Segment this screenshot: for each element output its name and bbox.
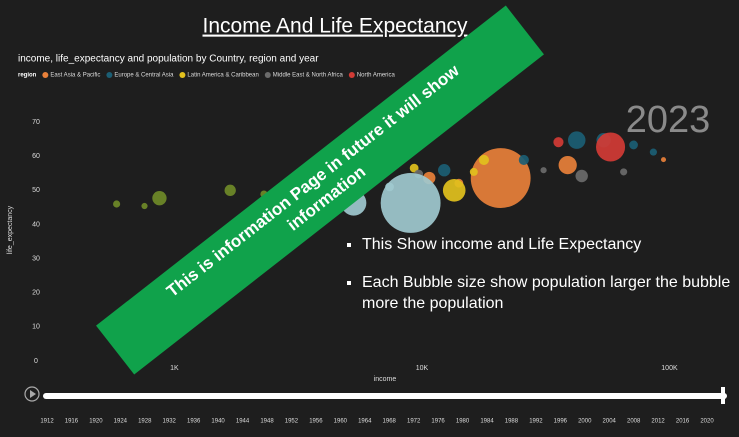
x-axis-label: income	[374, 376, 397, 383]
bubble	[380, 173, 441, 233]
y-tick-label: 70	[32, 119, 40, 126]
bubble	[518, 154, 529, 166]
timeline-year: 1972	[407, 419, 421, 425]
bubble	[442, 179, 466, 202]
bubble	[478, 154, 489, 166]
bubble	[558, 155, 577, 175]
y-tick-label: 50	[32, 187, 40, 194]
slider-handle[interactable]	[721, 387, 725, 404]
year-label: 2023	[626, 99, 711, 141]
timeline-year: 2000	[578, 419, 592, 425]
play-button[interactable]	[24, 386, 40, 402]
timeline-year: 1956	[309, 419, 323, 425]
bullet: This Show income and Life Expectancy	[362, 234, 739, 256]
x-tick-label: 1K	[170, 365, 179, 372]
timeline-year: 1936	[187, 419, 201, 425]
bubble	[540, 167, 547, 174]
page-title: Income And Life Expectancy	[203, 15, 468, 38]
timeline-year: 1912	[40, 419, 54, 425]
timeline-year: 1968	[383, 419, 397, 425]
legend-label: Latin America & Caribbean	[187, 73, 258, 79]
timeline-year: 1988	[505, 419, 519, 425]
timeline-year: 1960	[334, 419, 348, 425]
timeline-year: 1952	[285, 419, 299, 425]
legend-marker	[179, 72, 186, 78]
bubble	[596, 132, 626, 162]
bubble	[385, 182, 394, 192]
timeline-year: 2012	[651, 419, 665, 425]
play-icon	[30, 390, 36, 398]
timeline-year: 1928	[138, 419, 152, 425]
y-axis-label: life_expectancy	[7, 205, 14, 254]
timeline-year: 1964	[358, 419, 372, 425]
y-tick-label: 30	[32, 255, 40, 262]
timeline-year: 2020	[700, 419, 714, 425]
timeline-year: 1976	[431, 419, 445, 425]
timeline-year: 2016	[676, 419, 690, 425]
bubble	[620, 168, 628, 176]
timeline-year: 2004	[603, 419, 617, 425]
timeline-year: 1948	[260, 419, 274, 425]
bubble	[553, 137, 564, 148]
legend-label: Middle East & North Africa	[273, 73, 344, 79]
chart-title: income, life_expectancy and population b…	[18, 54, 319, 65]
y-tick-label: 10	[32, 324, 40, 331]
y-tick-label: 60	[32, 153, 40, 160]
timeline-year: 1992	[529, 419, 543, 425]
y-tick-label: 0	[34, 358, 38, 365]
bubble	[469, 167, 478, 176]
timeline-year: 2008	[627, 419, 641, 425]
y-tick-label: 20	[32, 290, 40, 297]
bullet-list: This Show income and Life Expectancy Eac…	[336, 234, 739, 331]
timeline-year: 1996	[554, 419, 568, 425]
timeline-year: 1944	[236, 419, 250, 425]
bubble	[438, 163, 451, 177]
bubble	[224, 184, 236, 196]
legend-label: East Asia & Pacific	[50, 73, 100, 79]
timeline-year: 1920	[89, 419, 103, 425]
bubble	[141, 202, 148, 210]
legend-marker	[106, 72, 113, 78]
timeline-year: 1932	[163, 419, 177, 425]
legend-marker	[42, 72, 49, 78]
bullet: Each Bubble size show population larger …	[362, 272, 739, 315]
legend-label: Europe & Central Asia	[114, 73, 174, 79]
bubble	[152, 191, 167, 206]
x-tick-label: 10K	[416, 365, 429, 372]
bubble	[567, 131, 586, 149]
legend-marker	[264, 72, 271, 78]
bubble	[113, 200, 121, 208]
bubble	[649, 148, 657, 156]
timeline-year: 1924	[114, 419, 128, 425]
bubble	[629, 140, 638, 150]
timeline-year: 1984	[480, 419, 494, 425]
legend-label: North America	[357, 73, 396, 79]
timeline-year: 1980	[456, 419, 470, 425]
bubble	[575, 169, 588, 183]
legend-marker	[348, 72, 355, 78]
x-tick-label: 100K	[661, 365, 678, 372]
bubble	[660, 157, 667, 163]
y-tick-label: 40	[32, 221, 40, 228]
timeline-year: 1916	[65, 419, 79, 425]
timeline-year: 1940	[211, 419, 225, 425]
legend-title: region	[18, 73, 37, 79]
